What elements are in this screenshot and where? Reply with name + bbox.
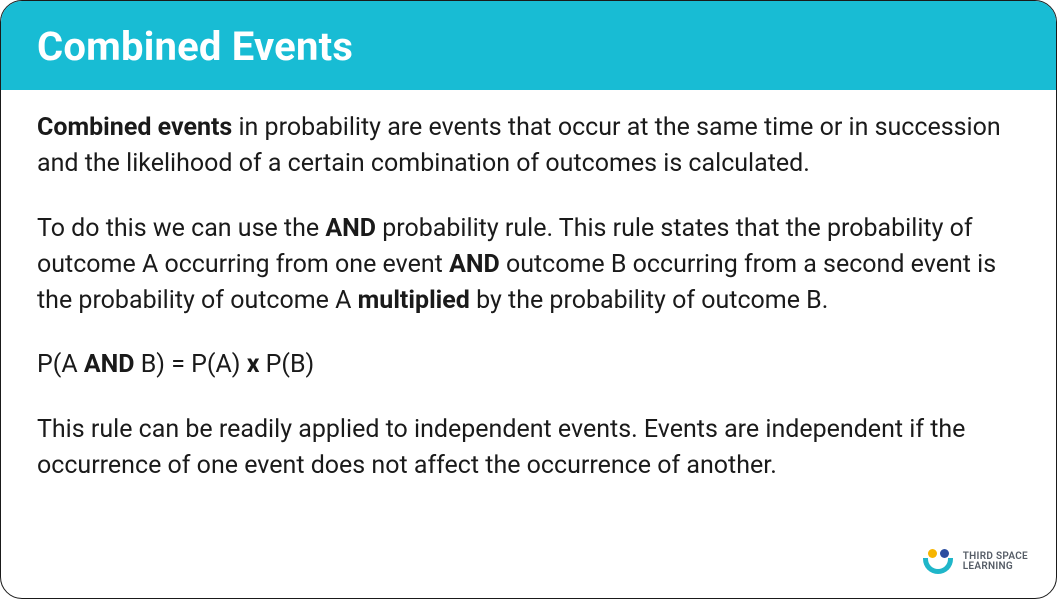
logo-icon xyxy=(921,548,955,576)
brand-logo: THIRD SPACE LEARNING xyxy=(921,548,1028,576)
logo-arc xyxy=(923,558,953,574)
formula-times: x xyxy=(247,350,260,379)
card-header: Combined Events xyxy=(1,1,1056,90)
term-combined-events: Combined events xyxy=(37,113,232,142)
logo-line-2: LEARNING xyxy=(963,562,1028,573)
paragraph-intro: Combined events in probability are event… xyxy=(37,110,1020,183)
paragraph-rule: To do this we can use the AND probabilit… xyxy=(37,211,1020,320)
term-and: AND xyxy=(84,350,135,379)
term-multiplied: multiplied xyxy=(358,286,470,315)
term-and: AND xyxy=(449,250,500,279)
paragraph-independent: This rule can be readily applied to inde… xyxy=(37,412,1020,485)
card-content: Combined events in probability are event… xyxy=(1,90,1056,484)
formula-part: P(A xyxy=(37,350,84,379)
text-span: To do this we can use the xyxy=(37,214,325,243)
logo-dot-yellow xyxy=(928,549,937,558)
formula-part: P(B) xyxy=(259,350,314,379)
info-card: Combined Events Combined events in proba… xyxy=(0,0,1057,599)
card-title: Combined Events xyxy=(37,23,1020,70)
formula: P(A AND B) = P(A) x P(B) xyxy=(37,347,1020,383)
formula-part: B) = P(A) xyxy=(135,350,247,379)
term-and: AND xyxy=(325,214,376,243)
logo-text: THIRD SPACE LEARNING xyxy=(963,552,1028,573)
text-span: by the probability of outcome B. xyxy=(470,286,828,315)
logo-dot-navy xyxy=(940,549,949,558)
